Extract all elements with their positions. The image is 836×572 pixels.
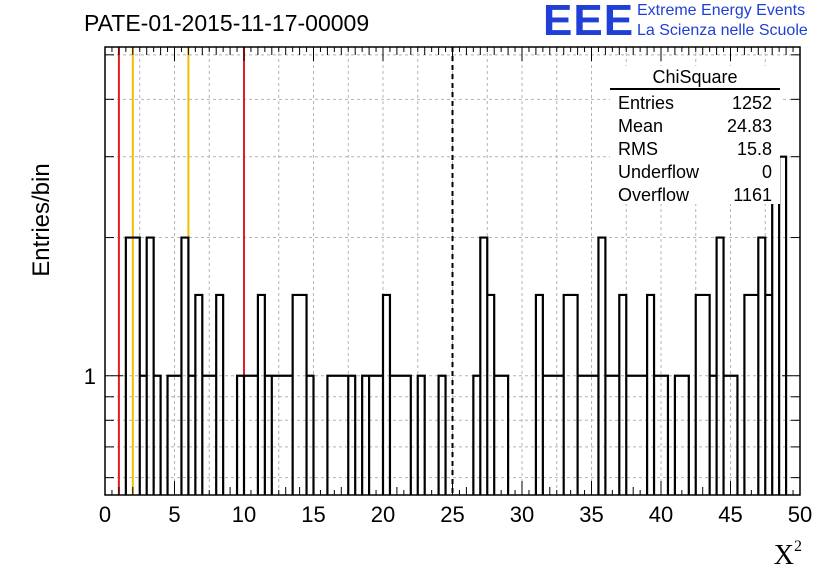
x-tick-label: 45 (718, 502, 742, 527)
x-tick-label: 10 (232, 502, 256, 527)
x-axis-label: X2 (773, 538, 802, 572)
stats-box-name: ChiSquare (610, 66, 780, 90)
eee-logo-mark: EEE (543, 0, 635, 45)
stats-row-underflow: Underflow 0 (610, 161, 780, 184)
stats-label: RMS (618, 139, 658, 159)
stats-value: 15.8 (736, 139, 772, 159)
histogram-outline (124, 155, 788, 495)
y-tick-label: 1 (84, 364, 96, 389)
reference-lines (117, 47, 454, 495)
x-tick-label: 5 (168, 502, 180, 527)
stats-box: ChiSquare Entries 1252 Mean 24.83 RMS 15.8 … (610, 66, 780, 207)
x-tick-label: 30 (510, 502, 534, 527)
stats-row-entries: Entries 1252 (610, 92, 780, 115)
chart-title: PATE-01-2015-11-17-00009 (84, 10, 370, 36)
x-tick-label: 15 (301, 502, 325, 527)
stats-label: Underflow (618, 162, 700, 182)
stats-value: 1252 (731, 93, 772, 113)
x-axis-label-superscript: 2 (794, 538, 802, 555)
x-tick-label: 50 (788, 502, 812, 527)
stats-label: Overflow (618, 185, 690, 205)
x-tick-label: 20 (371, 502, 395, 527)
eee-logo-line2: La Scienza nelle Scuole (637, 22, 808, 39)
y-axis-label: Entries/bin (28, 163, 55, 277)
stats-value: 24.83 (726, 116, 772, 136)
stats-value: 0 (761, 162, 772, 182)
y-axis-ticks: 1 (84, 54, 800, 479)
stats-label: Mean (618, 116, 664, 136)
x-tick-label: 0 (99, 502, 111, 527)
stats-label: Entries (618, 93, 675, 113)
x-axis-label-base: X (773, 540, 794, 571)
stats-row-mean: Mean 24.83 (610, 115, 780, 138)
x-axis-ticks: 0 5 10 15 20 25 30 35 40 45 50 (99, 47, 812, 527)
x-tick-label: 25 (440, 502, 464, 527)
stats-row-rms: RMS 15.8 (610, 138, 780, 161)
eee-logo: EEE Extreme Energy Events La Scienza nel… (543, 0, 833, 45)
x-tick-label: 40 (649, 502, 673, 527)
eee-logo-line1: Extreme Energy Events (637, 2, 806, 19)
stats-value: 1161 (733, 185, 772, 205)
stats-row-overflow: Overflow 1161 (610, 184, 780, 207)
grid-lines (105, 47, 800, 495)
x-tick-label: 35 (579, 502, 603, 527)
